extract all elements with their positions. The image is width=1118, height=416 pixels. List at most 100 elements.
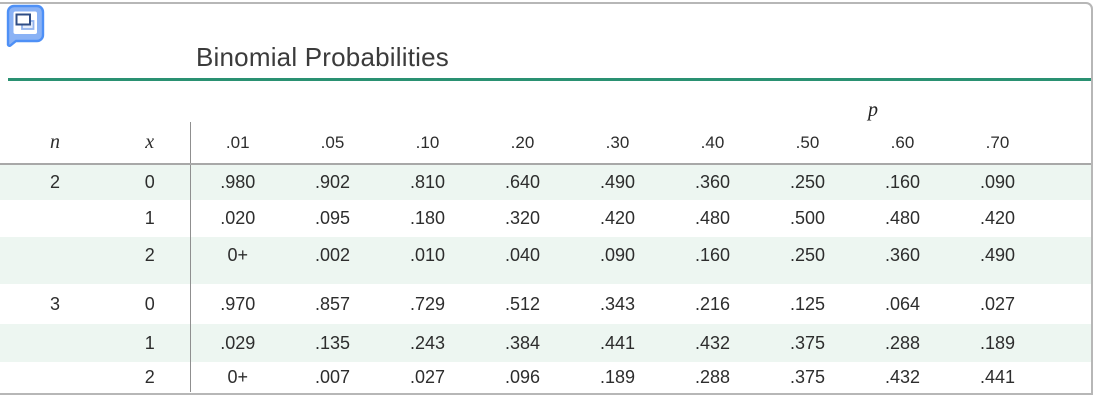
table-cell: .250 <box>789 245 826 265</box>
column-header: .70 <box>950 122 1045 165</box>
column-header: .40 <box>665 122 760 165</box>
cell-x: 2 <box>144 245 155 265</box>
filler-cell <box>1045 284 1091 324</box>
table-cell: .320 <box>504 208 541 228</box>
table-cell: .216 <box>694 293 731 314</box>
table-row: 2 0 .980 .902 .810 .640 .490 .360 .250 .… <box>0 164 1091 200</box>
table-cell: .480 <box>884 208 921 228</box>
table-cell: .432 <box>884 366 921 387</box>
table-cell: .375 <box>789 366 826 387</box>
table-row: 2 0+ .002 .010 .040 .090 .160 .250 .360 … <box>0 237 1091 274</box>
filler-cell <box>1045 362 1091 392</box>
table-cell: .020 <box>189 200 285 237</box>
table-cell: .441 <box>979 366 1016 387</box>
column-header: .01 <box>189 122 285 165</box>
table-row: 1 .020 .095 .180 .320 .420 .480 .500 .48… <box>0 200 1091 237</box>
cell-n: 2 <box>49 172 60 192</box>
filler-cell <box>1045 237 1091 274</box>
table-cell: .970 <box>189 284 285 324</box>
table-title: Binomial Probabilities <box>196 42 449 72</box>
column-header: .50 <box>760 122 855 165</box>
table-cell: .902 <box>314 172 351 192</box>
group-spacer-row <box>0 274 1091 284</box>
table-cell: .135 <box>314 332 351 353</box>
table-cell: .029 <box>189 324 285 362</box>
table-cell: .007 <box>314 366 351 387</box>
table-row: 3 0 .970 .857 .729 .512 .343 .216 .125 .… <box>0 284 1091 324</box>
p-group-label: p <box>868 99 878 121</box>
table-cell: .090 <box>599 245 636 265</box>
cell-x: 0 <box>144 172 155 192</box>
table-cell: .343 <box>599 293 636 314</box>
table-cell: .500 <box>789 208 826 228</box>
table-cell: .480 <box>694 208 731 228</box>
filler-cell <box>1045 324 1091 362</box>
cell-n <box>0 237 110 274</box>
table-cell: .096 <box>504 366 541 387</box>
column-header: .10 <box>380 122 475 165</box>
column-header-x: x <box>110 122 190 165</box>
table-cell: .375 <box>789 332 826 353</box>
table-cell: .980 <box>189 164 285 200</box>
table-cell: .160 <box>694 245 731 265</box>
table-cell: .090 <box>979 172 1016 192</box>
table-cell: .420 <box>599 208 636 228</box>
table-cell: .189 <box>979 332 1016 353</box>
column-header: .60 <box>855 122 950 165</box>
table-cell: .857 <box>314 293 351 314</box>
filler-cell <box>1045 200 1091 237</box>
table-cell: .027 <box>979 293 1016 314</box>
table-cell: .729 <box>409 293 446 314</box>
spacer-cell <box>0 274 190 284</box>
table-cell: .810 <box>409 172 446 192</box>
table-cell: .420 <box>979 208 1016 228</box>
table-cell: .250 <box>789 172 826 192</box>
table-cell: .010 <box>409 245 446 265</box>
table-cell: .640 <box>504 172 541 192</box>
table-cell: 0+ <box>189 362 285 392</box>
table-row: 1 .029 .135 .243 .384 .441 .432 .375 .28… <box>0 324 1091 362</box>
binomial-table: n x .01 .05 .10 .20 .30 .40 .50 .60 .70 … <box>0 122 1091 392</box>
table-cell: .064 <box>884 293 921 314</box>
popout-button[interactable] <box>5 4 45 48</box>
cell-x: 1 <box>144 208 155 228</box>
table-cell: .490 <box>979 245 1016 265</box>
filler-header <box>1045 122 1091 165</box>
cell-x: 2 <box>144 366 155 387</box>
header-row: n x .01 .05 .10 .20 .30 .40 .50 .60 .70 <box>0 122 1091 165</box>
table-cell: .180 <box>409 208 446 228</box>
cell-n <box>0 362 110 392</box>
table-cell: .360 <box>694 172 731 192</box>
cell-x: 1 <box>144 332 155 353</box>
table-cell: .160 <box>884 172 921 192</box>
document-frame <box>0 2 1093 395</box>
table-cell: .288 <box>694 366 731 387</box>
table-cell: .243 <box>409 332 446 353</box>
table-cell: 0+ <box>189 237 285 274</box>
cell-n: 3 <box>49 293 60 314</box>
spacer-cell <box>189 274 1091 284</box>
table-cell: .288 <box>884 332 921 353</box>
table-cell: .125 <box>789 293 826 314</box>
table-cell: .189 <box>599 366 636 387</box>
cell-n <box>0 324 110 362</box>
overlapping-windows-icon <box>6 4 45 47</box>
table-cell: .095 <box>314 208 351 228</box>
table-cell: .384 <box>504 332 541 353</box>
cell-x: 0 <box>144 293 155 314</box>
table-row: 2 0+ .007 .027 .096 .189 .288 .375 .432 … <box>0 362 1091 392</box>
column-header-n: n <box>0 122 110 165</box>
filler-cell <box>1045 164 1091 200</box>
table-cell: .027 <box>409 366 446 387</box>
table-cell: .441 <box>599 332 636 353</box>
column-header: .30 <box>570 122 665 165</box>
table-cell: .512 <box>504 293 541 314</box>
column-header: .20 <box>475 122 570 165</box>
column-header: .05 <box>285 122 380 165</box>
table-cell: .432 <box>694 332 731 353</box>
table-cell: .040 <box>504 245 541 265</box>
cell-n <box>0 200 110 237</box>
table-cell: .490 <box>599 172 636 192</box>
table-cell: .002 <box>314 245 351 265</box>
